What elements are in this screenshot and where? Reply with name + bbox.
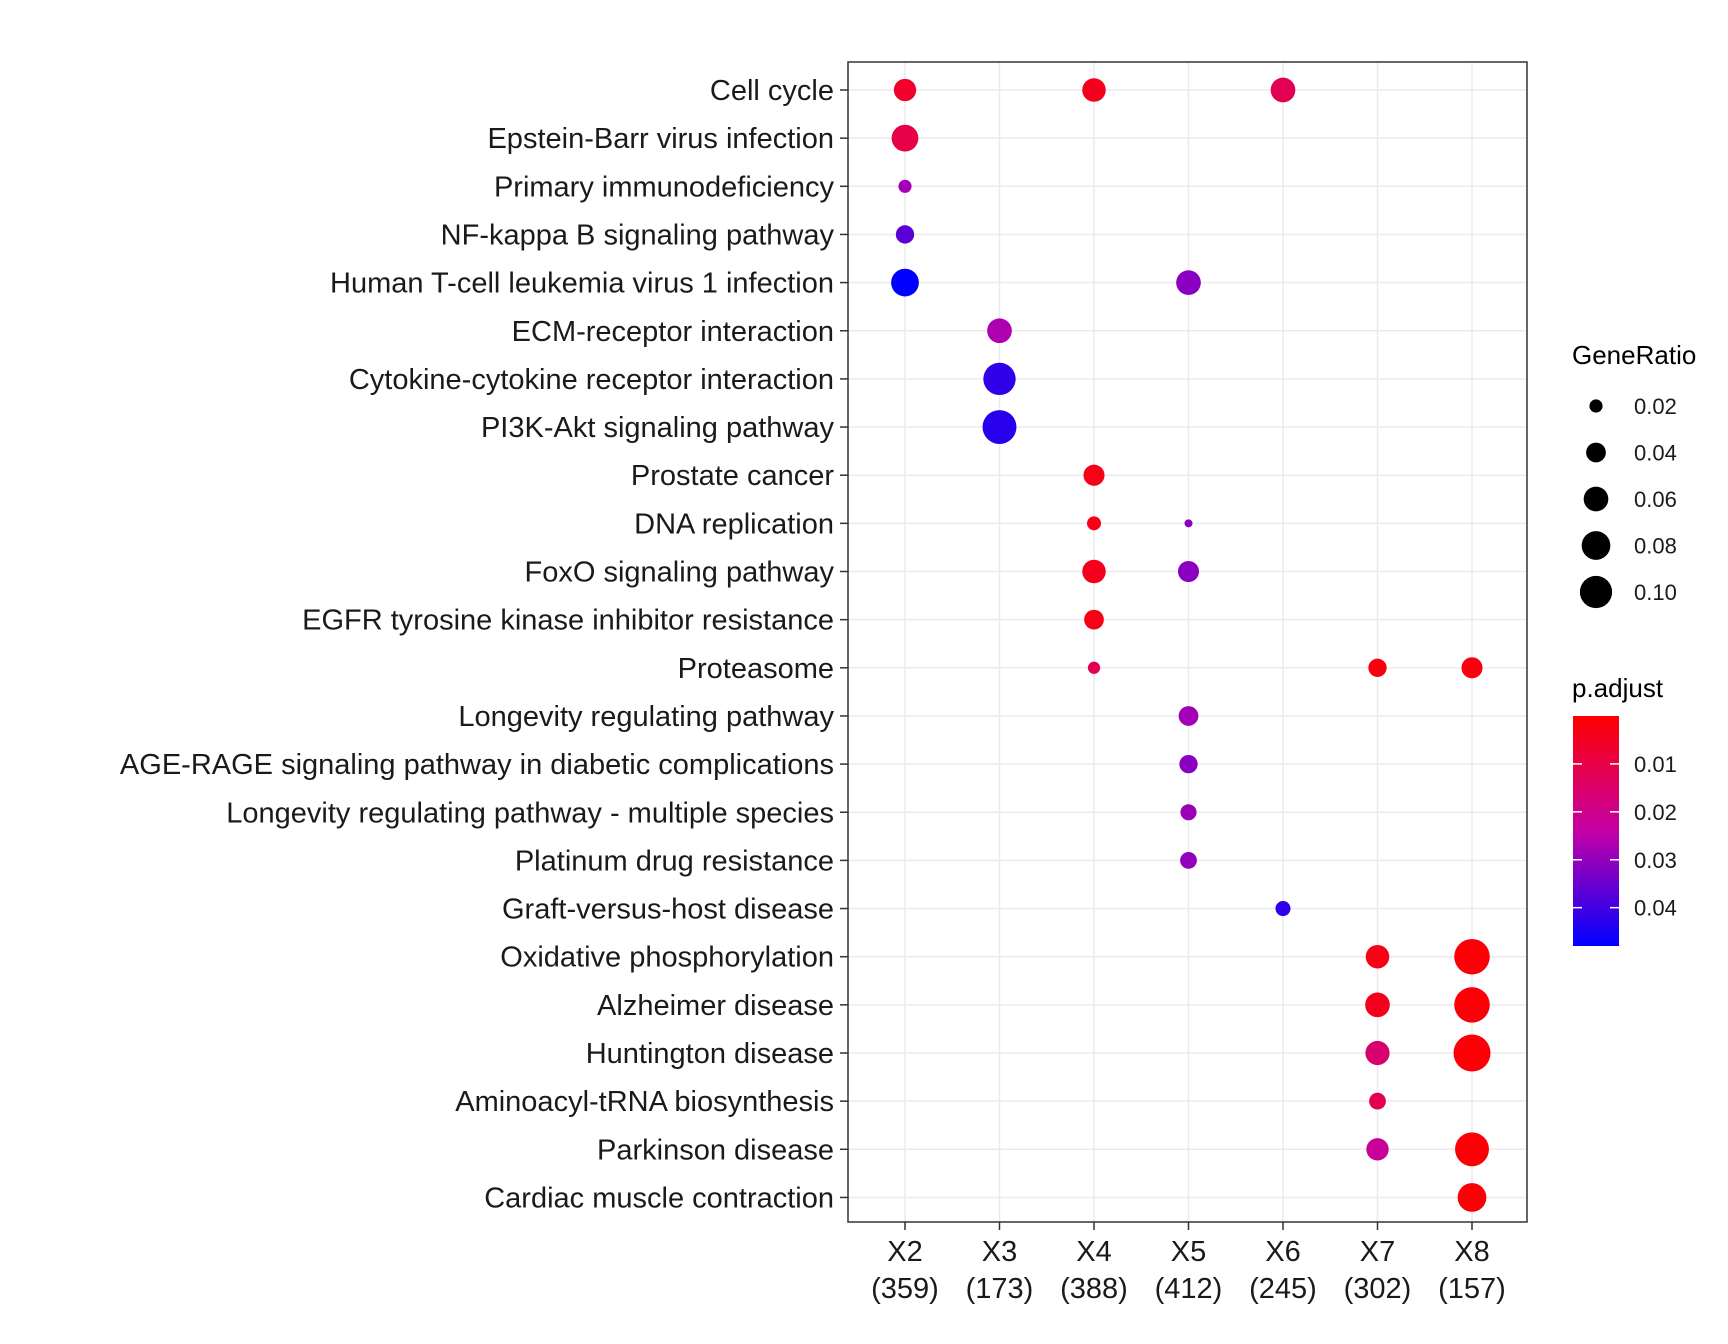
y-tick-label: Prostate cancer — [631, 460, 834, 492]
data-point — [1084, 609, 1104, 630]
data-point — [1275, 901, 1291, 917]
y-tick-label: Cardiac muscle contraction — [484, 1182, 834, 1214]
data-point — [1461, 657, 1483, 679]
y-tick-label: Primary immunodeficiency — [494, 171, 835, 203]
y-tick-label: FoxO signaling pathway — [525, 557, 835, 589]
data-point — [1365, 1040, 1390, 1066]
x-tick-count-label: (157) — [1438, 1273, 1506, 1305]
data-point — [1087, 516, 1101, 531]
data-point — [1087, 661, 1101, 674]
data-point — [983, 362, 1016, 396]
x-tick-label: X6 — [1265, 1236, 1300, 1268]
x-tick-label: X7 — [1360, 1236, 1395, 1268]
data-point — [1083, 464, 1105, 486]
y-tick-label: Oxidative phosphorylation — [500, 942, 834, 974]
data-point — [1369, 1092, 1386, 1110]
y-tick-label: Graft-versus-host disease — [502, 894, 834, 926]
y-tick-label: Aminoacyl-tRNA biosynthesis — [455, 1086, 834, 1118]
data-point — [1082, 559, 1106, 584]
y-tick-label: Parkinson disease — [597, 1134, 834, 1166]
data-point — [1082, 78, 1106, 102]
x-tick-label: X5 — [1171, 1236, 1206, 1268]
data-point — [1365, 992, 1390, 1018]
generatio-legend-key — [1583, 486, 1609, 512]
y-tick-label: Cytokine-cytokine receptor interaction — [349, 364, 834, 396]
data-points — [891, 77, 1491, 1212]
x-tick-label: X4 — [1076, 1236, 1111, 1268]
data-point — [1176, 270, 1201, 295]
data-point — [987, 318, 1012, 344]
data-point — [1179, 754, 1198, 774]
data-point — [1177, 560, 1200, 583]
data-point — [891, 268, 919, 297]
generatio-legend-key — [1586, 442, 1606, 463]
x-tick-label: X2 — [887, 1236, 922, 1268]
y-tick-label: NF-kappa B signaling pathway — [441, 219, 835, 251]
data-point — [1453, 1034, 1491, 1072]
generatio-legend-key — [1579, 575, 1613, 609]
generatio-legend-label: 0.08 — [1634, 534, 1677, 559]
x-tick-count-label: (245) — [1249, 1273, 1317, 1305]
y-tick-label: PI3K-Akt signaling pathway — [481, 412, 835, 444]
data-point — [982, 410, 1017, 445]
y-tick-label: Huntington disease — [586, 1038, 834, 1070]
data-point — [895, 225, 915, 244]
data-point — [893, 78, 917, 102]
y-tick-label: ECM-receptor interaction — [512, 316, 834, 348]
data-point — [1270, 77, 1296, 103]
x-tick-count-label: (173) — [966, 1273, 1034, 1305]
x-tick-count-label: (302) — [1344, 1273, 1412, 1305]
x-tick-count-label: (388) — [1060, 1273, 1128, 1305]
plot-panel-border — [847, 61, 1528, 1223]
y-tick-label: Longevity regulating pathway — [458, 701, 834, 733]
p-adjust-legend-title: p.adjust — [1572, 673, 1664, 703]
y-tick-label: EGFR tyrosine kinase inhibitor resistanc… — [302, 605, 834, 637]
data-point — [1365, 944, 1390, 969]
data-point — [898, 179, 912, 193]
y-tick-label: AGE-RAGE signaling pathway in diabetic c… — [120, 749, 834, 781]
y-tick-label: Human T-cell leukemia virus 1 infection — [330, 268, 834, 300]
y-tick-label: Platinum drug resistance — [515, 845, 834, 877]
y-tick-label: Cell cycle — [710, 75, 834, 107]
generatio-legend-key — [1589, 399, 1603, 413]
data-point — [1457, 1183, 1487, 1212]
generatio-legend-key — [1581, 531, 1611, 560]
x-axis: X2 (359) X3 (173) X4 (388) X5 (412) X6 (245) X7 (30… — [871, 1222, 1506, 1305]
data-point — [1368, 658, 1387, 677]
generatio-legend-label: 0.02 — [1634, 394, 1677, 419]
data-point — [1178, 706, 1199, 726]
x-tick-label: X8 — [1454, 1236, 1489, 1268]
x-tick-count-label: (359) — [871, 1273, 939, 1305]
data-point — [1366, 1138, 1389, 1161]
generatio-legend-label: 0.06 — [1634, 487, 1677, 512]
data-point — [1455, 1132, 1489, 1167]
p-adjust-colorbar — [1573, 716, 1619, 946]
y-tick-label: Longevity regulating pathway - multiple … — [226, 797, 834, 829]
y-tick-label: DNA replication — [634, 508, 834, 540]
y-tick-label: Alzheimer disease — [597, 990, 834, 1022]
x-tick-label: X3 — [982, 1236, 1017, 1268]
generatio-legend-label: 0.04 — [1634, 441, 1677, 466]
p-adjust-legend: p.adjust 0.01 0.02 0.03 0.04 — [1572, 673, 1677, 946]
generatio-legend: GeneRatio 0.02 0.04 0.06 0.08 0.10 — [1572, 340, 1696, 609]
data-point — [891, 124, 919, 152]
generatio-legend-title: GeneRatio — [1572, 340, 1696, 370]
x-tick-count-label: (412) — [1155, 1273, 1223, 1305]
data-point — [1180, 852, 1197, 869]
p-adjust-legend-label: 0.01 — [1634, 752, 1677, 777]
p-adjust-legend-label: 0.03 — [1634, 848, 1677, 873]
p-adjust-legend-label: 0.04 — [1634, 896, 1677, 921]
p-adjust-legend-label: 0.02 — [1634, 800, 1677, 825]
generatio-legend-label: 0.10 — [1634, 580, 1677, 605]
y-tick-label: Proteasome — [678, 653, 834, 685]
y-axis: Cell cycle Epstein-Barr virus infection Pr… — [120, 75, 848, 1214]
data-point — [1454, 987, 1490, 1023]
y-tick-label: Epstein-Barr virus infection — [487, 123, 834, 155]
data-point — [1454, 938, 1490, 975]
data-point — [1180, 804, 1197, 821]
data-point — [1184, 519, 1193, 528]
